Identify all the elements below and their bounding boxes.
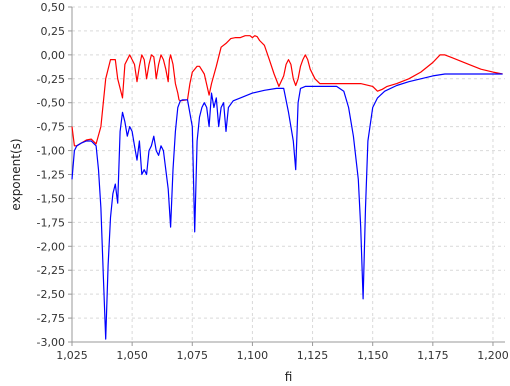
x-tick-label: 1,125 xyxy=(297,349,329,362)
x-tick-label: 1,100 xyxy=(237,349,269,362)
y-tick-label: -2,75 xyxy=(37,312,65,325)
y-tick-label: -1,00 xyxy=(37,145,65,158)
y-tick-label: -0,25 xyxy=(37,73,65,86)
y-tick-label: -1,50 xyxy=(37,192,65,205)
y-tick-labels: 0,50 0,25 0,00 -0,25 -0,50 -0,75 -1,00 -1,25 -1,… xyxy=(37,1,65,349)
x-tick-label: 1,175 xyxy=(417,349,449,362)
y-axis-title: exponent(s) xyxy=(9,138,23,210)
y-tick-label: 0,50 xyxy=(41,1,66,14)
y-tick-label: -2,50 xyxy=(37,288,65,301)
y-tick-label: -2,00 xyxy=(37,240,65,253)
x-tick-label: 1,200 xyxy=(477,349,509,362)
y-tick-label: -1,75 xyxy=(37,216,65,229)
y-tick-label: 0,00 xyxy=(41,49,66,62)
y-tick-label: -0,50 xyxy=(37,97,65,110)
axes xyxy=(68,6,505,346)
y-tick-label: -0,75 xyxy=(37,121,65,134)
data-series xyxy=(71,35,503,340)
series-line-2 xyxy=(71,73,503,340)
series-line-1 xyxy=(71,35,503,147)
x-tick-labels: 1,025 1,050 1,075 1,100 1,125 1,150 1,175 1,200 xyxy=(56,349,508,362)
x-tick-label: 1,050 xyxy=(116,349,148,362)
x-tick-label: 1,025 xyxy=(56,349,88,362)
y-tick-label: 0,25 xyxy=(41,25,66,38)
y-tick-label: -1,25 xyxy=(37,169,65,182)
y-tick-label: -3,00 xyxy=(37,336,65,349)
x-tick-label: 1,150 xyxy=(357,349,389,362)
y-tick-label: -2,25 xyxy=(37,264,65,277)
x-axis-title: fi xyxy=(285,370,293,384)
x-tick-label: 1,075 xyxy=(177,349,209,362)
